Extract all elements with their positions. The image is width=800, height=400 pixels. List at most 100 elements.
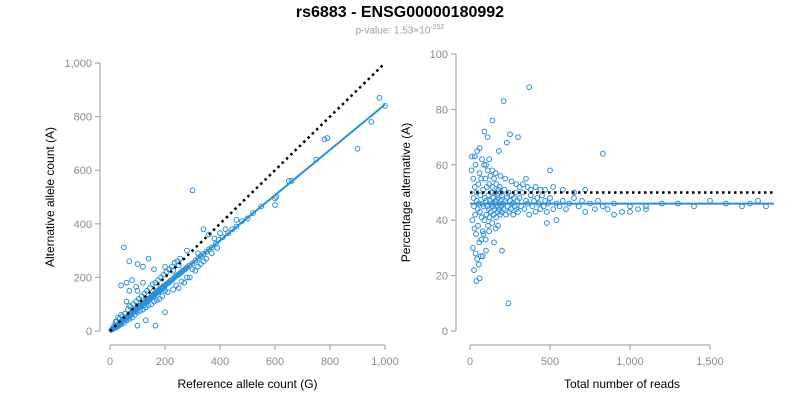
right-data-point [550, 184, 557, 190]
right-data-point [489, 184, 496, 190]
left-fit-line [109, 103, 386, 332]
right-y-tick-label: 20 [436, 271, 448, 283]
right-data-point [491, 175, 497, 182]
left-data-point [181, 279, 188, 286]
right-data-point [547, 167, 553, 174]
right-y-axis-title: Percentage alternative (A) [399, 123, 413, 262]
right-data-point [516, 184, 523, 190]
right-data-point [481, 195, 488, 201]
right-data-point [540, 203, 547, 210]
right-data-point [476, 145, 483, 152]
left-data-point [129, 277, 135, 283]
left-data-point [164, 289, 171, 296]
right-data-point [504, 203, 511, 210]
left-data-point [118, 282, 124, 289]
left-y-tick-label: 800 [74, 112, 92, 124]
right-data-point [563, 206, 569, 213]
right-data-point [493, 214, 499, 221]
right-data-point [476, 275, 483, 282]
right-data-point [553, 217, 560, 224]
right-data-point [582, 208, 589, 215]
left-data-point [151, 266, 157, 273]
right-data-point [478, 214, 485, 221]
right-data-point [469, 217, 476, 224]
right-data-point [487, 172, 494, 179]
left-data-point [148, 301, 155, 308]
right-y-tick-label: 0 [442, 326, 448, 338]
left-data-point [200, 226, 207, 233]
right-data-point [508, 178, 515, 185]
left-data-point [189, 266, 196, 273]
left-data-point [140, 263, 146, 270]
right-data-point [481, 217, 488, 224]
right-data-point [472, 250, 479, 257]
right-data-point [483, 161, 489, 168]
right-data-point [468, 167, 475, 174]
left-data-point [208, 250, 215, 257]
left-x-tick-label: 1,000 [371, 356, 399, 368]
right-data-point [480, 231, 487, 237]
chart-subtitle: p-value: 1.53×10-252 [0, 24, 800, 36]
right-data-point [486, 214, 493, 221]
left-data-point [153, 297, 160, 304]
right-data-point [542, 197, 549, 204]
right-data-point [526, 211, 533, 218]
right-data-point [483, 211, 490, 218]
right-data-point [542, 186, 549, 193]
right-data-point [472, 211, 479, 218]
right-data-point [507, 131, 513, 138]
right-data-point [486, 228, 493, 235]
left-data-point [123, 298, 130, 305]
right-data-point [524, 184, 531, 190]
left-data-point [192, 267, 199, 274]
right-data-point [489, 220, 495, 226]
left-data-point [178, 278, 185, 285]
left-data-point [272, 202, 278, 208]
left-data-point [142, 317, 149, 324]
left-data-point [233, 223, 240, 230]
right-data-point [469, 245, 476, 251]
left-data-point [134, 322, 141, 329]
chart-title: rs6883 - ENSG00000180992 [295, 4, 505, 21]
right-x-tick-label: 500 [541, 356, 559, 368]
left-data-point [288, 178, 295, 184]
left-x-tick-label: 0 [107, 356, 113, 368]
left-data-point [195, 250, 201, 257]
right-data-point [543, 220, 550, 226]
right-x-tick-label: 1,000 [616, 356, 644, 368]
right-data-point [604, 206, 611, 213]
right-data-point [611, 211, 617, 218]
right-data-point [478, 236, 485, 243]
right-data-point [507, 206, 514, 213]
right-data-point [477, 208, 483, 215]
right-data-point [496, 184, 503, 190]
left-data-point [225, 230, 232, 237]
right-x-axis-title: Total number of reads [564, 377, 680, 391]
right-data-point [502, 175, 509, 182]
right-data-point [515, 208, 521, 215]
right-data-point [493, 181, 500, 188]
right-data-point [479, 253, 486, 260]
left-data-point [159, 293, 166, 300]
right-data-point [691, 203, 697, 210]
right-y-tick-label: 100 [430, 49, 448, 61]
right-data-point [499, 247, 505, 254]
right-data-point [489, 167, 496, 174]
right-data-point [537, 206, 544, 213]
right-data-point [503, 211, 509, 218]
left-data-point [162, 263, 168, 270]
left-data-point [321, 136, 328, 143]
right-data-point [500, 206, 507, 213]
right-data-point [495, 222, 501, 229]
right-data-point [516, 195, 523, 201]
left-data-point [222, 226, 229, 233]
left-data-point [206, 231, 212, 238]
right-data-point [510, 211, 517, 218]
left-data-point [324, 135, 331, 141]
right-data-point [475, 261, 482, 268]
right-data-point [559, 186, 566, 193]
right-data-point [474, 256, 481, 262]
right-data-point [513, 181, 520, 188]
left-data-point [131, 312, 138, 318]
